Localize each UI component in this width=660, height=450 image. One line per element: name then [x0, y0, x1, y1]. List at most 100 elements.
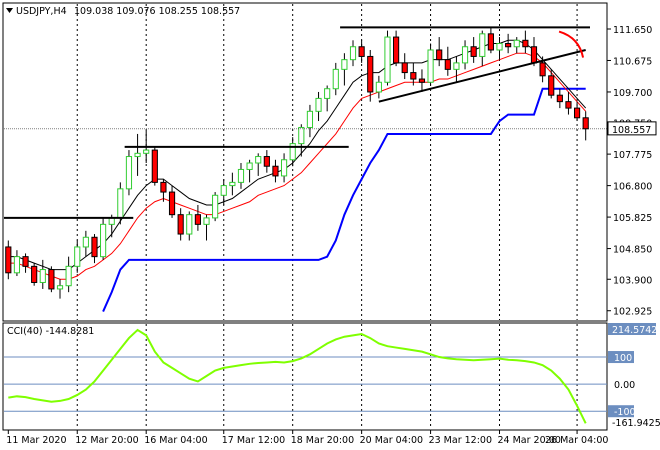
- cci-line: [8, 328, 587, 424]
- candle: [410, 62, 417, 86]
- candle: [453, 56, 460, 83]
- candle: [324, 85, 331, 112]
- bull-candle-body: [332, 68, 339, 90]
- bull-candle-body: [229, 181, 236, 187]
- cci-layer: [4, 328, 607, 424]
- bear-candle-body: [410, 72, 417, 80]
- candles-layer: [5, 27, 589, 299]
- candle: [418, 69, 426, 92]
- candle: [125, 150, 133, 196]
- candle: [513, 37, 520, 54]
- candle: [332, 62, 339, 96]
- candle: [427, 43, 434, 86]
- price-tick-label: 107.775: [613, 150, 652, 161]
- price-tick-label: 105.825: [613, 213, 652, 224]
- candle: [496, 37, 503, 60]
- bear-candle-body: [436, 49, 443, 61]
- bull-candle-body: [82, 236, 89, 248]
- candle: [375, 75, 382, 99]
- bull-candle-body: [298, 126, 305, 145]
- red-arc-annotation: [558, 30, 585, 58]
- candle: [263, 150, 270, 173]
- candle: [573, 101, 581, 122]
- bull-candle-body: [255, 156, 262, 164]
- collapse-triangle-icon[interactable]: [6, 8, 13, 13]
- candle: [582, 111, 589, 141]
- candle: [31, 263, 38, 286]
- bear-candle-body: [367, 55, 374, 93]
- current-price-label: 108.557: [612, 125, 651, 136]
- candle: [168, 185, 176, 218]
- bear-candle-body: [582, 117, 589, 130]
- price-tick-label: 110.675: [613, 56, 652, 67]
- bull-candle-body: [479, 33, 486, 57]
- candle: [358, 40, 365, 63]
- candle: [74, 240, 81, 273]
- candle: [384, 30, 391, 86]
- candle: [22, 253, 29, 273]
- bear-candle-body: [444, 59, 451, 70]
- candle: [48, 266, 55, 293]
- candle: [177, 208, 184, 241]
- bear-candle-body: [539, 62, 546, 77]
- time-label: 16 Mar 04:00: [144, 435, 207, 446]
- bull-candle-body: [100, 223, 107, 258]
- bear-candle-body: [272, 165, 279, 177]
- time-label: 17 Mar 12:00: [222, 435, 285, 446]
- bull-candle-body: [289, 143, 296, 161]
- bear-candle-body: [48, 269, 55, 290]
- candle: [56, 279, 64, 299]
- bull-candle-body: [496, 43, 503, 51]
- candle: [306, 104, 314, 138]
- time-label: 23 Mar 12:00: [429, 435, 492, 446]
- cci-level-box: [608, 405, 634, 418]
- candle: [341, 53, 348, 86]
- bear-candle-body: [548, 75, 555, 96]
- cci-tick-label: 100: [614, 353, 632, 364]
- bull-candle-body: [65, 265, 72, 287]
- candle: [255, 153, 262, 176]
- bull-candle-body: [117, 188, 124, 219]
- candle: [134, 133, 141, 176]
- bear-candle-body: [358, 46, 365, 57]
- bear-candle-body: [160, 181, 167, 193]
- bear-candle-body: [151, 149, 158, 183]
- bull-candle-body: [74, 246, 81, 267]
- bull-candle-body: [280, 159, 288, 177]
- lower-band-line: [102, 87, 586, 312]
- price-axis: 111.650110.675109.700108.750107.775106.8…: [4, 25, 652, 318]
- price-panel: [2, 2, 608, 322]
- bear-candle-body: [565, 101, 572, 109]
- bear-candle-body: [31, 265, 38, 283]
- candle: [565, 91, 572, 115]
- candle: [65, 256, 72, 293]
- bull-candle-body: [237, 168, 245, 183]
- cci-tick-label: -100: [614, 407, 636, 418]
- price-tick-label: 102.925: [613, 307, 652, 318]
- time-label: 24 Mar 20:00: [498, 435, 561, 446]
- bear-candle-body: [194, 214, 201, 225]
- cci-tick-label: 0.00: [614, 380, 635, 391]
- bear-candle-body: [418, 78, 426, 83]
- bear-candle-body: [393, 36, 400, 64]
- time-label: 20 Mar 04:00: [360, 435, 423, 446]
- bear-candle-body: [91, 236, 98, 258]
- time-label: 11 Mar 2020: [6, 435, 66, 446]
- candle: [522, 30, 529, 54]
- candle: [237, 163, 245, 189]
- candle: [82, 230, 89, 257]
- bands-layer: [102, 87, 586, 312]
- cci-max-box: [608, 323, 656, 335]
- bear-candle-body: [556, 94, 563, 103]
- cci-level-box: [608, 351, 634, 364]
- bull-candle-body: [203, 217, 210, 225]
- cci-panel: [2, 322, 608, 431]
- bull-candle-body: [212, 194, 219, 219]
- bull-candle-body: [56, 285, 64, 290]
- cci-min-label: -161.9425: [612, 418, 660, 429]
- annotations-layer: [4, 26, 590, 219]
- candle: [487, 27, 494, 54]
- bear-candle-body: [505, 43, 512, 48]
- ohlc-label: 109.038 109.076 108.255 108.557: [74, 6, 240, 17]
- bear-candle-body: [573, 107, 581, 119]
